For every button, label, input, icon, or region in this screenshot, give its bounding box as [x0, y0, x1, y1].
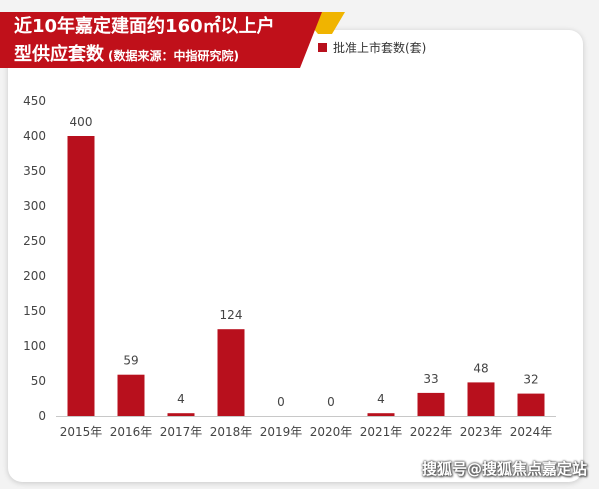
bar [367, 413, 395, 416]
data-label: 4 [177, 392, 185, 406]
data-label: 48 [473, 361, 488, 375]
title-banner: 近10年嘉定建面约160㎡以上户 型供应套数 (数据来源：中指研究院) [0, 0, 345, 68]
x-tick-label: 2023年 [460, 425, 503, 439]
chart-title-line2-text: 型供应套数 [14, 44, 104, 65]
data-label: 0 [327, 395, 335, 409]
data-label: 4 [377, 392, 385, 406]
data-label: 32 [523, 373, 538, 387]
data-source-note: (数据来源：中指研究院) [108, 49, 239, 63]
bar [67, 136, 95, 416]
x-tick-label: 2022年 [410, 425, 453, 439]
y-tick-label: 200 [23, 269, 46, 283]
bar [167, 413, 195, 416]
bar [217, 329, 245, 416]
y-tick-label: 0 [38, 409, 46, 423]
x-tick-label: 2018年 [210, 425, 253, 439]
y-tick-label: 50 [31, 374, 46, 388]
data-label: 124 [220, 308, 243, 322]
y-tick-label: 400 [23, 129, 46, 143]
y-tick-label: 250 [23, 234, 46, 248]
y-tick-label: 100 [23, 339, 46, 353]
x-tick-label: 2017年 [160, 425, 203, 439]
x-tick-label: 2021年 [360, 425, 403, 439]
chart-title-line1: 近10年嘉定建面约160㎡以上户 [14, 16, 275, 37]
watermark: 搜狐号@搜狐焦点嘉定站 [421, 460, 587, 478]
bar [117, 374, 145, 416]
x-tick-label: 2015年 [60, 425, 103, 439]
bar [467, 382, 495, 416]
legend: 批准上市套数(套) [318, 39, 426, 56]
data-label: 0 [277, 395, 285, 409]
data-label: 59 [123, 354, 138, 368]
x-tick-label: 2024年 [510, 425, 553, 439]
y-tick-label: 350 [23, 164, 46, 178]
x-tick-label: 2016年 [110, 425, 153, 439]
legend-label: 批准上市套数(套) [333, 41, 427, 55]
bar [417, 392, 445, 416]
y-tick-label: 300 [23, 199, 46, 213]
y-tick-label: 450 [23, 94, 46, 108]
data-label: 33 [423, 372, 438, 386]
banner-shape [0, 12, 345, 68]
chart-title-line2: 型供应套数 (数据来源：中指研究院) [14, 40, 239, 66]
y-tick-label: 150 [23, 304, 46, 318]
banner-background [0, 12, 322, 68]
x-tick-label: 2019年 [260, 425, 303, 439]
x-tick-label: 2020年 [310, 425, 353, 439]
legend-swatch [318, 43, 327, 52]
bar [517, 393, 545, 416]
data-label: 400 [70, 115, 93, 129]
